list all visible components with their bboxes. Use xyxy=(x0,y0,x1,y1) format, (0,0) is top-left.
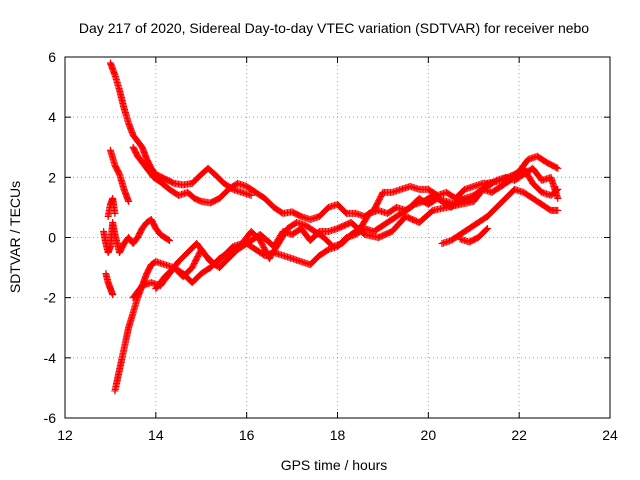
series-track-7 xyxy=(111,164,562,395)
y-tick-labels: -6 -4 -2 0 2 4 6 xyxy=(44,49,57,426)
data-point xyxy=(111,209,119,217)
x-tick-label: 20 xyxy=(421,427,437,443)
data-point xyxy=(247,191,255,199)
y-tick-label: 0 xyxy=(48,230,56,246)
data-point xyxy=(165,237,173,245)
y-tick-label: -6 xyxy=(44,410,57,426)
series-track-10 xyxy=(438,185,562,248)
series-track-11 xyxy=(456,224,491,246)
data-point xyxy=(553,164,561,172)
data-point xyxy=(554,164,562,172)
y-tick-label: 2 xyxy=(48,169,56,185)
y-tick-label: 4 xyxy=(48,109,56,125)
data-point xyxy=(482,225,490,233)
chart-title: Day 217 of 2020, Sidereal Day-to-day VTE… xyxy=(79,20,589,36)
data-point xyxy=(483,224,491,232)
data-point xyxy=(125,197,133,205)
x-tick-labels: 12 14 16 18 20 22 24 xyxy=(57,427,618,443)
y-tick-label: -2 xyxy=(44,290,57,306)
series-track-4 xyxy=(100,215,173,257)
series-track-3 xyxy=(106,146,133,205)
x-axis-label: GPS time / hours xyxy=(281,457,388,473)
x-tick-label: 24 xyxy=(602,427,618,443)
y-tick-label: -4 xyxy=(44,350,57,366)
axis-ticks xyxy=(64,56,611,419)
x-tick-label: 16 xyxy=(239,427,255,443)
x-tick-label: 12 xyxy=(57,427,73,443)
data-point xyxy=(554,194,562,202)
data-series xyxy=(100,59,562,395)
data-point xyxy=(164,236,172,244)
data-point xyxy=(554,206,562,214)
series-track-5 xyxy=(104,194,119,220)
y-axis-label: SDTVAR / TECUs xyxy=(7,181,23,293)
x-tick-label: 22 xyxy=(511,427,527,443)
x-tick-label: 18 xyxy=(330,427,346,443)
series-track-2 xyxy=(129,143,496,223)
series-track-6 xyxy=(102,270,117,299)
x-tick-label: 14 xyxy=(148,427,164,443)
series-track-1 xyxy=(106,59,255,199)
grid xyxy=(65,57,610,418)
series-track-9 xyxy=(152,152,562,293)
data-point xyxy=(109,291,117,299)
y-tick-label: 6 xyxy=(48,49,56,65)
